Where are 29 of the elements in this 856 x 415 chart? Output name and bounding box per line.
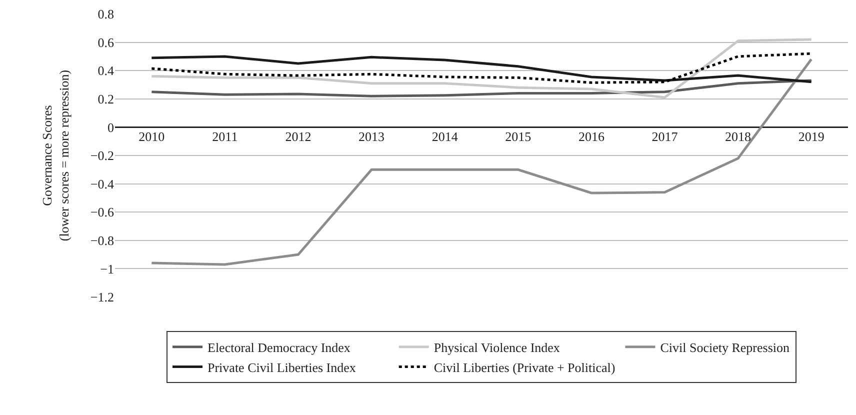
x-tick-label: 2017 (652, 129, 678, 144)
y-tick-label: 0.2 (98, 91, 114, 106)
y-tick-label: 0.6 (98, 34, 114, 50)
x-tick-label: 2011 (212, 129, 238, 144)
y-tick-label: 0.4 (98, 63, 114, 78)
x-tick-label: 2014 (432, 129, 458, 144)
x-tick-label: 2012 (285, 129, 312, 144)
y-axis-title: Governance Scores (lower scores = more repression) (39, 70, 72, 242)
y-tick-label: −0.6 (90, 204, 114, 220)
x-tick-label: 2013 (358, 129, 385, 144)
line-series (150, 79, 813, 98)
x-tick-label: 2010 (138, 129, 165, 144)
x-tick-label: 2015 (505, 129, 532, 144)
y-tick-label: −1.2 (90, 290, 114, 305)
y-tick-label: −0.8 (90, 232, 114, 248)
legend-label: Civil Society Repression (660, 340, 790, 355)
legend-label: Electoral Democracy Index (208, 340, 351, 355)
legend-label: Private Civil Liberties Index (208, 360, 356, 375)
legend-label: Physical Violence Index (434, 340, 560, 355)
y-tick-label: −0.2 (90, 148, 114, 164)
x-tick-label: 2018 (725, 129, 752, 144)
legend-label: Civil Liberties (Private + Political) (434, 360, 616, 375)
x-tick-label: 2016 (578, 129, 605, 144)
x-tick-label: 2019 (798, 129, 824, 144)
y-tick-label: −1 (100, 261, 114, 276)
line-series (150, 38, 813, 99)
y-tick-label: 0.8 (98, 6, 114, 22)
y-tick-label: −0.4 (90, 176, 114, 192)
y-tick-label: 0 (108, 120, 114, 135)
